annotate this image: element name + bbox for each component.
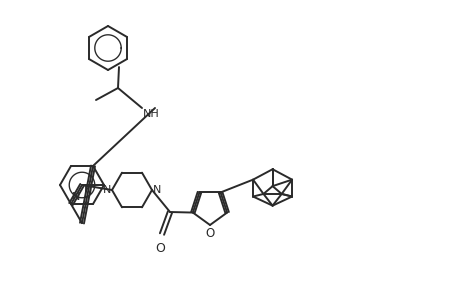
Text: N: N <box>72 192 80 202</box>
Text: O: O <box>155 242 165 255</box>
Text: N: N <box>102 185 111 195</box>
Text: O: O <box>205 227 214 240</box>
Text: N: N <box>84 186 92 196</box>
Text: NH: NH <box>143 109 159 119</box>
Text: N: N <box>153 185 161 195</box>
